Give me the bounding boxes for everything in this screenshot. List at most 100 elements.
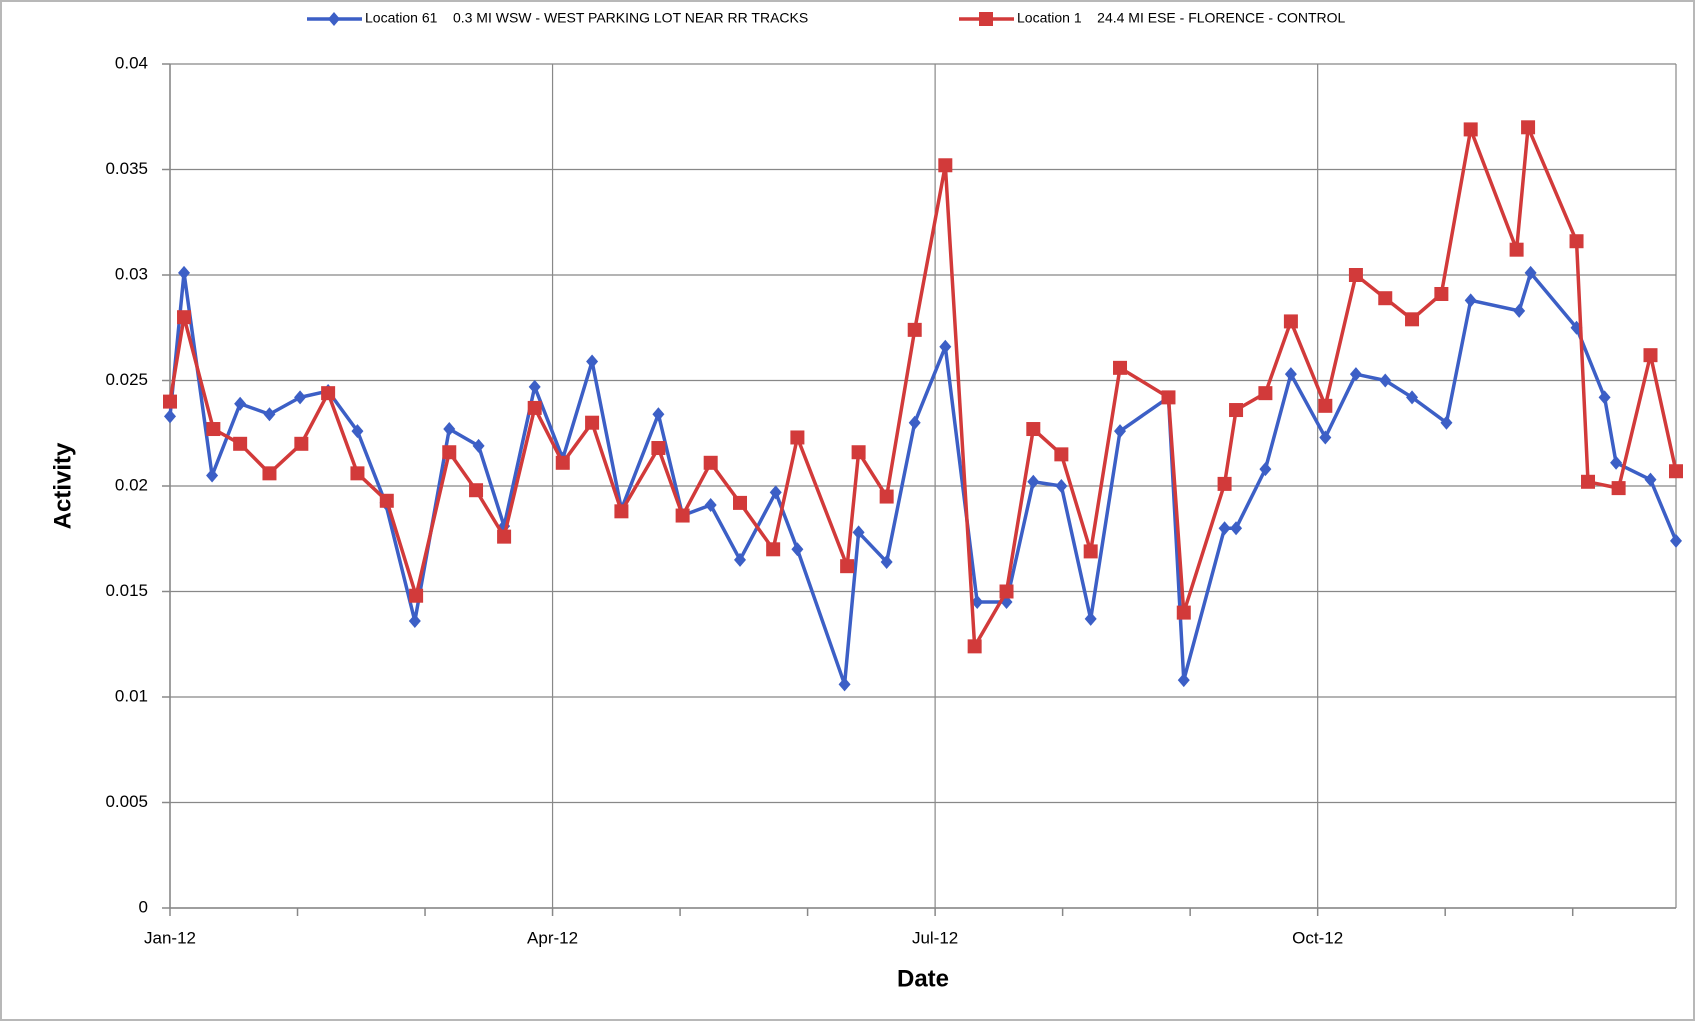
marker (1643, 348, 1658, 363)
marker (163, 394, 177, 409)
marker (999, 584, 1014, 599)
marker (350, 466, 365, 481)
marker (263, 407, 276, 422)
marker (1378, 291, 1393, 306)
marker (675, 508, 690, 523)
marker (652, 407, 665, 422)
marker (442, 445, 457, 460)
y-tick-label: 0.025 (105, 370, 148, 389)
marker (1113, 360, 1128, 375)
legend-label: Location 61 0.3 MI WSW - WEST PARKING LO… (365, 10, 808, 26)
marker (1283, 314, 1298, 329)
marker (1259, 462, 1272, 477)
marker (703, 455, 718, 470)
marker (1521, 120, 1536, 135)
marker (840, 559, 855, 574)
marker (472, 438, 485, 453)
marker (1440, 415, 1453, 430)
marker (1581, 474, 1596, 489)
marker (234, 396, 247, 411)
marker (1258, 386, 1273, 401)
x-axis-title: Date (897, 965, 949, 992)
y-tick-label: 0.005 (105, 792, 148, 811)
marker (1524, 265, 1537, 280)
marker (1348, 268, 1363, 282)
marker (907, 322, 922, 337)
marker (852, 525, 865, 540)
marker (262, 466, 277, 481)
marker (614, 504, 629, 519)
marker (733, 495, 748, 510)
marker (555, 455, 570, 470)
marker (1670, 533, 1682, 548)
marker (1177, 673, 1190, 688)
marker (838, 677, 851, 692)
x-tick-label: Jul-12 (912, 928, 958, 947)
marker (967, 639, 982, 654)
marker (766, 542, 781, 557)
legend-label: Location 1 24.4 MI ESE - FLORENCE - CONT… (1017, 10, 1346, 26)
legend-marker (328, 12, 340, 26)
marker (1669, 464, 1683, 479)
marker (1319, 430, 1332, 445)
marker (851, 445, 866, 460)
marker (1610, 455, 1623, 470)
marker (971, 595, 984, 610)
y-tick-label: 0.04 (115, 53, 148, 72)
marker (1509, 242, 1524, 257)
marker (1055, 479, 1068, 493)
marker (408, 614, 421, 629)
marker (1644, 472, 1657, 487)
marker (704, 497, 717, 512)
marker (734, 552, 747, 567)
marker (1434, 286, 1449, 301)
marker (527, 400, 542, 415)
marker (1083, 544, 1098, 559)
x-tick-label: Oct-12 (1292, 928, 1343, 947)
legend-marker (979, 12, 993, 26)
marker (769, 485, 782, 500)
marker (469, 483, 484, 498)
marker (1161, 390, 1176, 405)
marker (586, 354, 599, 369)
x-tick-label: Apr-12 (527, 928, 578, 947)
marker (1405, 312, 1420, 327)
marker (791, 542, 804, 557)
marker (938, 158, 953, 173)
y-tick-label: 0.03 (115, 264, 148, 283)
marker (1084, 611, 1097, 626)
marker (1026, 422, 1041, 437)
marker (294, 436, 309, 451)
marker (880, 554, 893, 569)
marker (1318, 398, 1333, 413)
marker (1218, 521, 1231, 536)
marker (879, 489, 894, 504)
marker (1513, 303, 1526, 318)
y-tick-label: 0.015 (105, 581, 148, 600)
marker (321, 386, 336, 401)
marker (164, 409, 176, 424)
marker (790, 430, 805, 445)
marker (351, 424, 364, 439)
marker (1406, 390, 1419, 405)
marker (908, 415, 921, 430)
marker (1379, 373, 1392, 388)
marker (497, 529, 512, 544)
y-tick-label: 0.02 (115, 475, 148, 494)
marker (1176, 605, 1191, 620)
y-tick-label: 0.01 (115, 686, 148, 705)
marker (1598, 390, 1611, 405)
marker (1569, 234, 1584, 249)
marker (1217, 476, 1232, 491)
marker (939, 339, 952, 354)
y-tick-label: 0 (139, 897, 148, 916)
marker (379, 493, 394, 508)
marker (443, 422, 456, 437)
x-tick-label: Jan-12 (144, 928, 196, 947)
marker (1027, 474, 1040, 489)
marker (1463, 122, 1478, 137)
marker (206, 468, 219, 483)
marker (1229, 403, 1244, 418)
marker (1054, 447, 1069, 462)
